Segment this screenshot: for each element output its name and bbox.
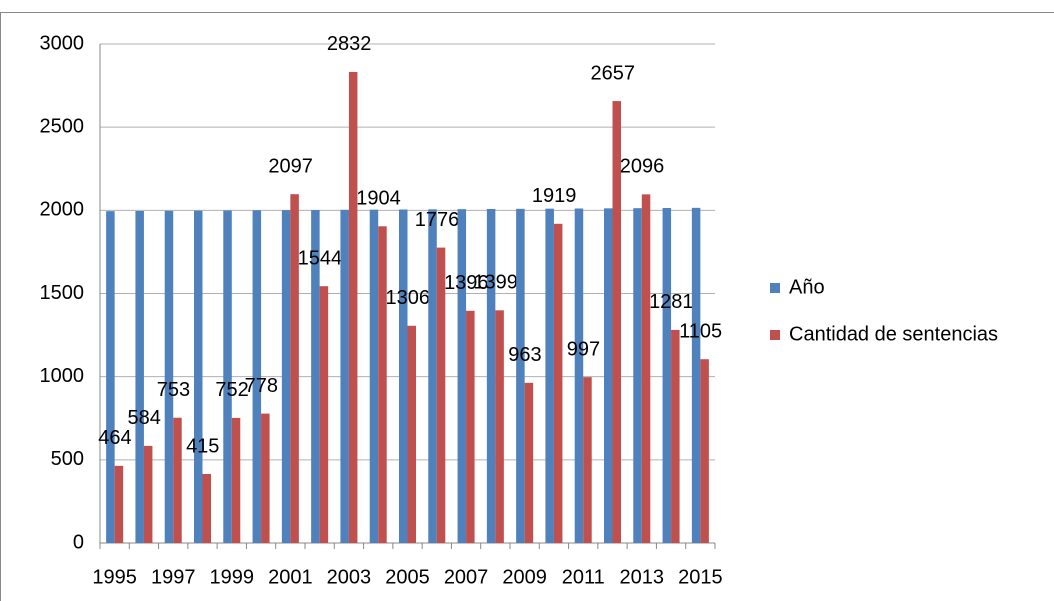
bar (671, 329, 680, 543)
x-tick-label: 2001 (268, 566, 313, 588)
bar (173, 417, 182, 543)
y-tick-label: 3000 (40, 32, 85, 54)
bar (691, 207, 701, 544)
chart-frame (0, 12, 1054, 601)
bar (135, 210, 144, 544)
data-label: 464 (98, 427, 131, 449)
data-label: 1919 (532, 185, 577, 207)
bar (106, 211, 115, 544)
bar (612, 101, 621, 543)
bar (348, 71, 358, 543)
data-label: 752 (215, 379, 248, 401)
bar (223, 210, 232, 543)
bar (281, 210, 291, 544)
x-tick-label: 2007 (444, 566, 489, 588)
bar (399, 209, 408, 544)
bar (164, 210, 174, 543)
legend-swatch (770, 283, 780, 293)
x-tick-label: 1995 (92, 566, 137, 588)
data-label: 997 (567, 338, 600, 360)
data-label: 1281 (649, 291, 694, 313)
x-tick-label: 2003 (327, 566, 372, 588)
data-label: 1306 (386, 287, 431, 309)
bar (641, 194, 651, 543)
bar (495, 310, 504, 543)
data-label: 1904 (356, 188, 401, 210)
bar (378, 226, 387, 543)
bar (436, 247, 446, 544)
data-label: 2832 (327, 33, 372, 55)
data-label: 584 (127, 407, 160, 429)
data-label: 1776 (415, 209, 460, 231)
x-tick-label: 2011 (562, 566, 605, 588)
bar (261, 413, 270, 543)
legend-label: Cantidad de sentencias (789, 323, 998, 345)
y-tick-label: 0 (73, 531, 84, 553)
data-label: 778 (245, 375, 278, 397)
y-tick-label: 500 (51, 448, 84, 470)
data-label: 415 (186, 435, 219, 457)
data-label: 1105 (679, 320, 722, 342)
bar (466, 310, 475, 543)
bar (428, 209, 437, 543)
data-label: 963 (508, 344, 541, 366)
bar (583, 377, 592, 543)
x-tick-label: 2013 (620, 566, 665, 588)
data-label: 2096 (620, 156, 665, 178)
y-tick-label: 2500 (40, 115, 85, 137)
bar (290, 194, 299, 543)
bar (604, 208, 613, 543)
bar (369, 209, 379, 543)
bar (231, 417, 241, 543)
y-tick-label: 1500 (40, 282, 85, 304)
bar (252, 210, 262, 544)
y-tick-label: 2000 (40, 199, 85, 221)
bar (574, 208, 584, 543)
bar (553, 223, 563, 543)
data-label: 1399 (473, 272, 518, 294)
bar (143, 445, 153, 543)
bar (202, 473, 211, 543)
legend-swatch (770, 330, 780, 340)
data-label: 753 (157, 379, 190, 401)
y-tick-label: 1000 (40, 365, 85, 387)
x-tick-label: 1999 (210, 566, 255, 588)
data-label: 2657 (591, 62, 636, 84)
x-tick-label: 2015 (678, 566, 723, 588)
bar (633, 208, 642, 543)
bar (524, 382, 534, 543)
x-tick-label: 1997 (151, 566, 196, 588)
bar (407, 325, 416, 543)
bar (457, 209, 467, 543)
data-label: 1544 (298, 247, 343, 269)
bar (114, 465, 124, 543)
bar (311, 210, 320, 543)
bar (545, 208, 554, 544)
x-tick-label: 2009 (502, 566, 547, 588)
bar (194, 210, 203, 543)
legend-label: Año (789, 276, 825, 298)
x-tick-label: 2005 (385, 566, 430, 588)
data-label: 1396 (444, 272, 489, 294)
bar (516, 208, 525, 543)
bar (700, 359, 709, 543)
bar (340, 209, 349, 543)
bar (319, 286, 329, 543)
bar (662, 208, 672, 543)
data-label: 2097 (268, 155, 313, 177)
bar (486, 209, 496, 543)
